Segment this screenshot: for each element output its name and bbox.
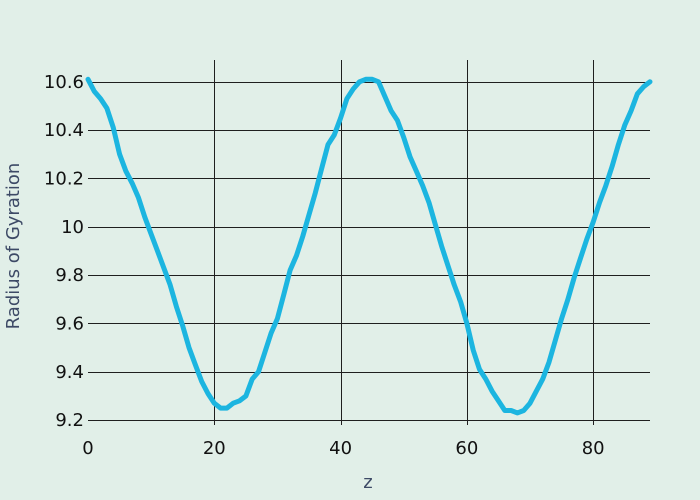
x-tick-labels: 0 20 40 60 80 [82,438,604,459]
y-tick-label: 10.2 [44,168,84,189]
y-tick-label: 10.4 [44,120,84,141]
x-tick-label: 20 [203,438,226,459]
y-axis-title: Radius of Gyration [3,163,24,330]
x-tick-label: 80 [582,438,605,459]
x-tick-label: 0 [82,438,93,459]
y-tick-label: 9.4 [55,362,84,383]
y-tick-label: 10.6 [44,72,84,93]
y-tick-label: 9.6 [55,313,84,334]
series-line [85,76,653,416]
y-tick-label: 9.8 [55,265,84,286]
x-tick-label: 60 [455,438,478,459]
y-tick-labels: 9.2 9.4 9.6 9.8 10 10.2 10.4 10.6 [44,72,84,431]
x-tick-label: 40 [329,438,352,459]
x-axis-title: z [363,472,372,493]
y-tick-label: 10 [61,217,84,238]
series-layer [85,76,653,416]
y-tick-label: 9.2 [55,410,84,431]
